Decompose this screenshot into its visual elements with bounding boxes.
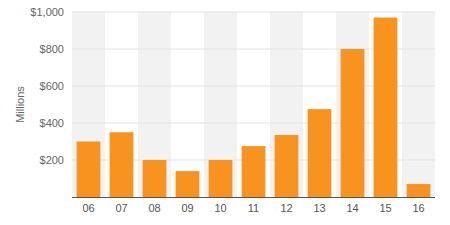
column-band [204,12,237,197]
bar [77,142,101,198]
bars [77,18,431,197]
bar [275,135,299,197]
column-band [336,12,369,197]
bar [407,184,431,197]
grid-line [72,12,435,13]
bar [176,171,200,197]
bar [374,18,398,197]
bar [143,160,167,197]
x-tick-label: 15 [379,202,391,214]
x-tick-label: 13 [313,202,325,214]
x-tick-label: 09 [181,202,193,214]
chart-container: $200 $400 $600 $800 $1,000 Millions 06 07 08 09 10… [0,0,450,225]
y-tick-label: $600 [40,80,64,92]
column-band [402,12,435,197]
x-tick-label: 14 [346,202,358,214]
bar [209,160,233,197]
x-tick-label: 08 [148,202,160,214]
x-tick-label: 06 [82,202,94,214]
column-band [270,12,303,197]
y-axis-title: Millions [14,86,26,123]
x-tick-label: 16 [412,202,424,214]
chart-svg: $200 $400 $600 $800 $1,000 Millions 06 07 08 09 10… [0,0,450,225]
column-band [72,12,105,197]
bar [242,146,266,197]
x-axis-line [72,197,435,198]
x-tick-label: 07 [115,202,127,214]
bar [341,49,365,197]
bar [110,132,134,197]
y-tick-label: $400 [40,117,64,129]
y-tick-label: $200 [40,154,64,166]
x-tick-label: 11 [248,202,259,214]
x-tick-label: 10 [214,202,226,214]
y-tick-label: $800 [40,43,64,55]
x-tick-label: 12 [280,202,292,214]
column-band [138,12,171,197]
y-tick-label: $1,000 [30,6,64,18]
bar [308,109,332,197]
